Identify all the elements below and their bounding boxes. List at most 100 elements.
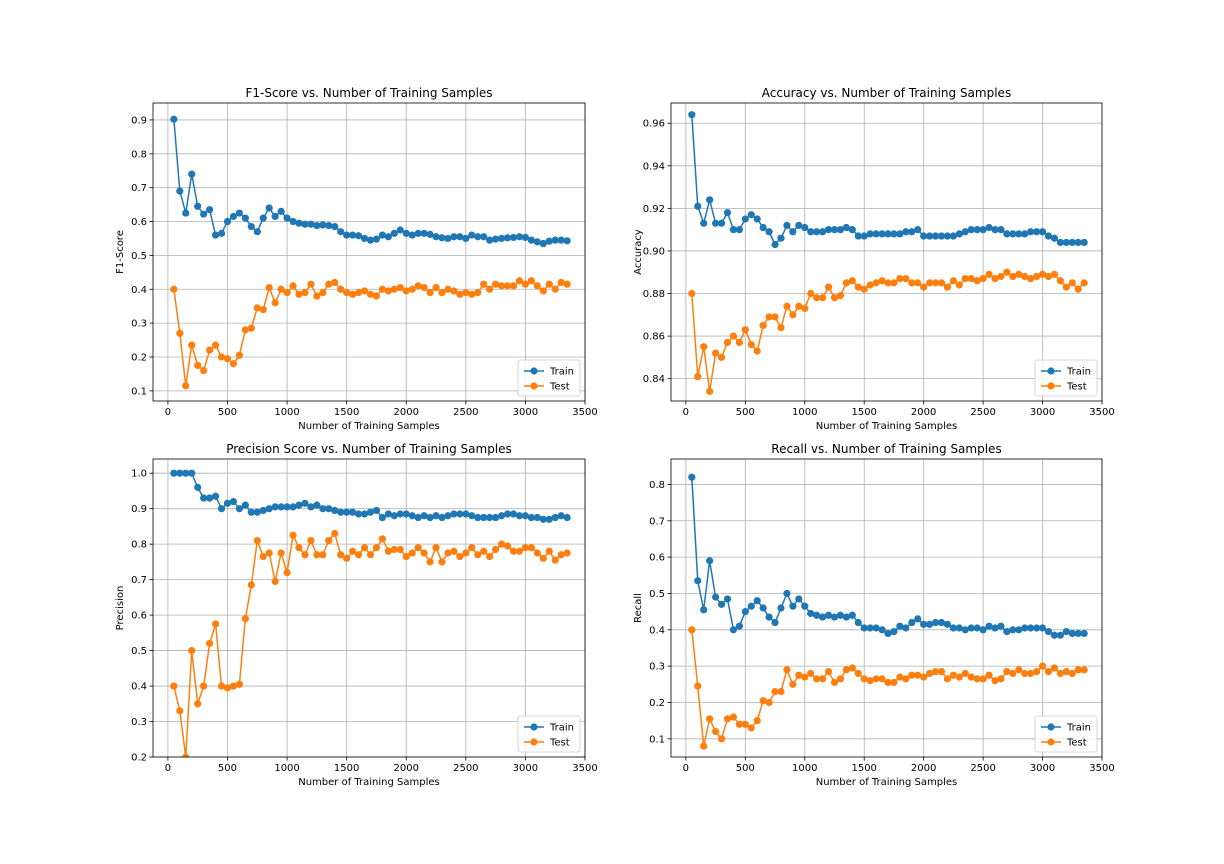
legend-box <box>517 359 581 397</box>
data-point <box>247 581 255 589</box>
data-point <box>997 622 1005 630</box>
data-point <box>462 510 470 518</box>
data-point <box>937 667 946 676</box>
data-point <box>813 611 821 619</box>
y-tick-label: 0.2 <box>649 698 665 709</box>
data-point <box>426 513 434 522</box>
series-line <box>691 477 1085 637</box>
data-point <box>408 231 416 239</box>
data-point <box>366 508 375 516</box>
data-point <box>914 226 922 234</box>
legend-box <box>517 715 581 753</box>
data-point <box>955 230 963 238</box>
data-point <box>223 217 232 226</box>
data-point <box>515 547 524 555</box>
data-point <box>313 501 321 509</box>
data-point <box>1044 628 1053 636</box>
data-point <box>854 232 862 240</box>
data-point <box>729 226 738 234</box>
legend-label: Test <box>1066 382 1087 393</box>
data-point <box>450 510 458 518</box>
legend-marker <box>530 367 538 375</box>
data-point <box>967 624 975 632</box>
data-point <box>354 289 363 297</box>
data-point <box>289 282 297 290</box>
data-point <box>729 713 738 721</box>
data-point <box>468 290 476 298</box>
data-point <box>991 624 999 632</box>
data-point <box>277 503 285 511</box>
data-point <box>955 624 963 632</box>
data-point <box>694 372 702 381</box>
data-point <box>456 552 464 561</box>
data-point <box>366 290 375 298</box>
data-point <box>1062 238 1070 247</box>
data-point <box>711 727 720 736</box>
legend-box <box>1034 715 1098 753</box>
data-point <box>194 700 202 708</box>
legend-marker <box>530 738 538 746</box>
data-point <box>200 494 208 502</box>
data-point <box>325 221 333 230</box>
y-tick-label: 0.4 <box>131 682 147 693</box>
data-point <box>783 666 791 674</box>
data-point <box>759 223 767 232</box>
data-point <box>908 228 916 236</box>
data-point <box>277 285 285 293</box>
data-point <box>450 233 458 241</box>
data-point <box>486 236 494 244</box>
x-tick-label: 2000 <box>394 407 419 418</box>
data-point <box>741 215 749 223</box>
data-point <box>717 735 726 743</box>
data-point <box>842 613 850 621</box>
data-point <box>920 673 928 681</box>
data-point <box>468 512 476 520</box>
x-tick-label: 500 <box>736 763 755 774</box>
data-point <box>563 549 571 557</box>
data-point <box>551 236 559 244</box>
data-point <box>1068 669 1076 678</box>
data-point <box>908 279 916 287</box>
data-point <box>700 742 708 750</box>
data-point <box>926 232 934 240</box>
data-point <box>1074 285 1082 293</box>
data-point <box>295 544 303 552</box>
data-point <box>366 551 375 559</box>
data-point <box>741 608 749 616</box>
data-point <box>860 232 868 240</box>
data-point <box>890 279 898 287</box>
data-point <box>390 545 398 554</box>
data-point <box>878 675 886 683</box>
x-tick-label: 0 <box>683 763 689 774</box>
data-point <box>985 223 993 232</box>
data-point <box>188 646 196 655</box>
series-train <box>688 111 1088 249</box>
chart-title: Precision Score vs. Number of Training S… <box>226 442 512 456</box>
data-point <box>206 206 214 214</box>
data-point <box>241 615 249 623</box>
data-point <box>545 547 553 555</box>
data-point <box>372 506 381 515</box>
data-point <box>533 549 541 557</box>
data-point <box>390 285 398 293</box>
data-point <box>706 715 714 723</box>
data-point <box>372 292 381 300</box>
data-point <box>545 280 553 288</box>
data-point <box>176 329 184 337</box>
data-point <box>836 226 845 234</box>
data-point <box>432 233 440 241</box>
data-point <box>170 115 178 123</box>
y-tick-label: 0.6 <box>131 217 147 228</box>
chart-title: Accuracy vs. Number of Training Samples <box>762 86 1011 100</box>
data-point <box>486 513 494 522</box>
data-point <box>539 239 547 248</box>
data-point <box>241 326 249 334</box>
data-point <box>414 282 422 290</box>
data-point <box>1033 624 1041 632</box>
data-point <box>307 280 315 288</box>
data-point <box>688 111 696 119</box>
data-point <box>890 678 898 687</box>
data-point <box>509 282 518 290</box>
data-point <box>432 544 440 552</box>
